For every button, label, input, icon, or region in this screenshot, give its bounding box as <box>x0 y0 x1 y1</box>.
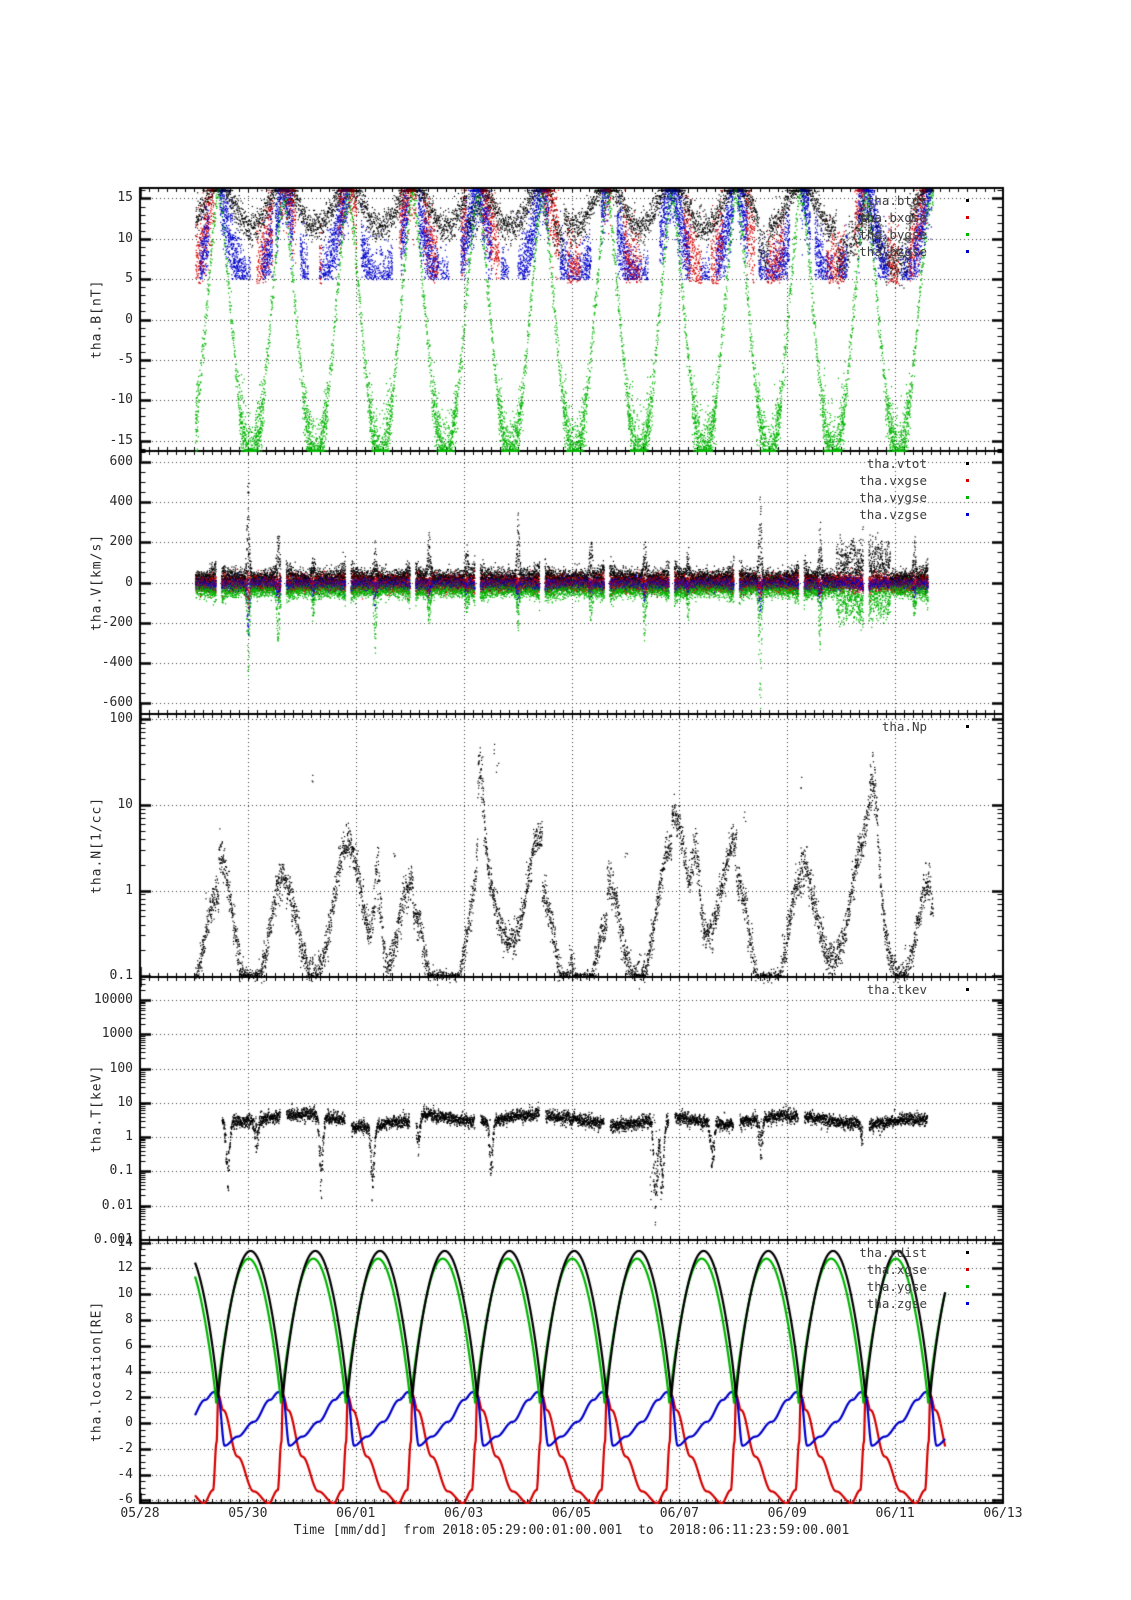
x-axis-title: Time [mm/dd] from 2018:05:29:00:01:00.00… <box>293 1523 850 1538</box>
